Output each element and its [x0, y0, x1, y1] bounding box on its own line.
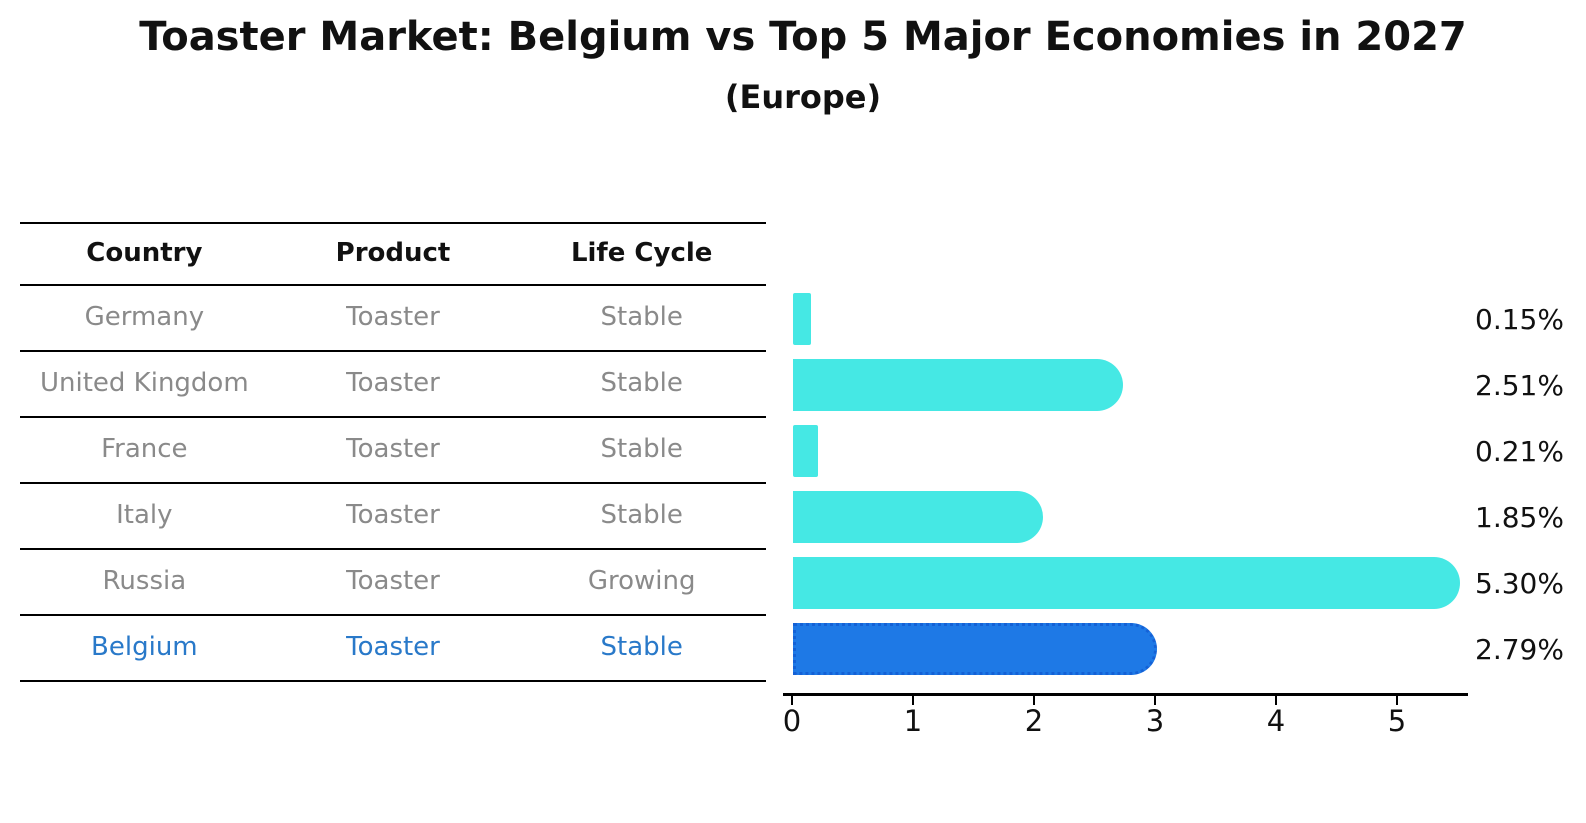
table-row-germany: Germany Toaster Stable [20, 286, 766, 352]
table-row-russia: Russia Toaster Growing [20, 550, 766, 616]
bar-russia [793, 557, 1461, 609]
bar-united-kingdom [793, 359, 1123, 411]
table-cell-life-cycle: Stable [600, 302, 683, 332]
table-cell-country: France [101, 434, 188, 464]
x-tick-mark-5 [1395, 695, 1399, 705]
x-tick-label-4: 4 [1266, 704, 1286, 738]
value-label-germany: 0.15% [1475, 302, 1564, 336]
table-row-france: France Toaster Stable [20, 418, 766, 484]
x-tick-label-1: 1 [903, 704, 923, 738]
table-cell-product: Toaster [346, 566, 440, 596]
table-cell-country: United Kingdom [39, 368, 249, 398]
country-table: Country Product Life Cycle Germany Toaste… [20, 222, 766, 682]
table-row-italy: Italy Toaster Stable [20, 484, 766, 550]
table-cell-product: Toaster [346, 368, 440, 398]
x-tick-label-2: 2 [1024, 704, 1044, 738]
bar-belgium [793, 623, 1157, 675]
table-cell-life-cycle: Stable [600, 500, 683, 530]
chart-title: Toaster Market: Belgium vs Top 5 Major E… [139, 14, 1467, 60]
x-tick-label-0: 0 [782, 704, 802, 738]
x-tick-mark-2 [1032, 695, 1036, 705]
bar-italy [793, 491, 1043, 543]
x-tick-mark-4 [1274, 695, 1278, 705]
table-cell-country: Russia [102, 566, 187, 596]
table-header-country: Country [86, 238, 203, 268]
table-header-life-cycle: Life Cycle [570, 238, 713, 268]
x-tick-mark-3 [1153, 695, 1157, 705]
table-cell-life-cycle: Stable [600, 434, 683, 464]
table-cell-product: Toaster [346, 302, 440, 332]
table-row-belgium: Belgium Toaster Stable [20, 616, 766, 682]
value-label-italy: 1.85% [1475, 500, 1564, 534]
x-tick-label-5: 5 [1387, 704, 1407, 738]
value-label-france: 0.21% [1475, 434, 1564, 468]
table-cell-country: Italy [116, 500, 173, 530]
table-cell-life-cycle: Stable [600, 632, 683, 662]
bar-germany [793, 293, 812, 345]
table-cell-product: Toaster [346, 434, 440, 464]
x-tick-label-3: 3 [1145, 704, 1165, 738]
table-cell-country: Germany [84, 302, 205, 332]
table-cell-life-cycle: Growing [587, 566, 696, 596]
value-label-russia: 5.30% [1475, 566, 1564, 600]
table-body: Germany Toaster Stable United Kingdom Toaste… [20, 286, 766, 682]
chart-subtitle: (Europe) [724, 78, 882, 116]
table-cell-product: Toaster [346, 632, 440, 662]
table-row-united-kingdom: United Kingdom Toaster Stable [20, 352, 766, 418]
x-axis-line [783, 693, 1468, 696]
value-label-united-kingdom: 2.51% [1475, 368, 1564, 402]
table-cell-country: Belgium [91, 632, 198, 662]
value-label-belgium: 2.79% [1475, 632, 1564, 666]
x-tick-mark-1 [911, 695, 915, 705]
table-header-product: Product [335, 238, 451, 268]
x-tick-mark-0 [790, 695, 794, 705]
table-header-row: Country Product Life Cycle [20, 222, 766, 286]
table-cell-life-cycle: Stable [600, 368, 683, 398]
table-cell-product: Toaster [346, 500, 440, 530]
bar-france [793, 425, 819, 477]
